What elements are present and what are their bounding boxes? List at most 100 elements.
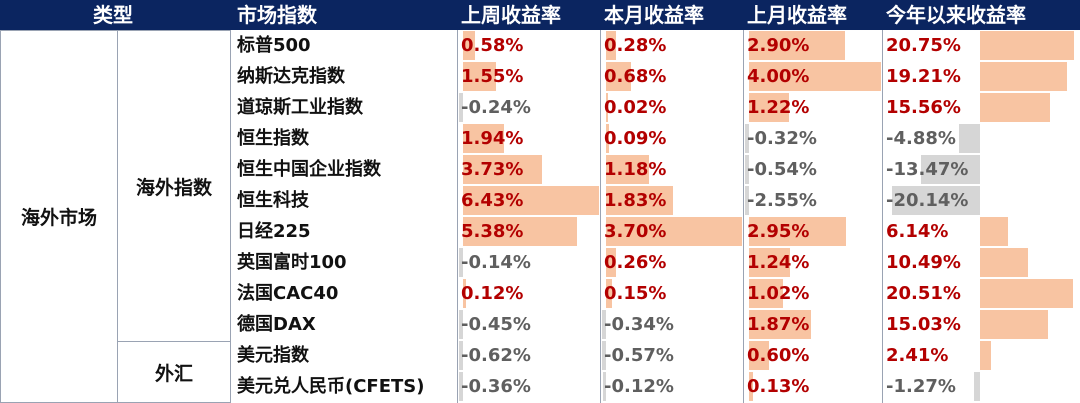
- data-bar-ytd: [980, 310, 1049, 339]
- header-last-month-return: 上月收益率: [747, 3, 847, 27]
- value-week: 0.12%: [461, 283, 524, 304]
- value-week: -0.14%: [461, 252, 531, 273]
- data-bar-month: [606, 248, 616, 277]
- data-bar-week: [459, 372, 463, 401]
- value-ytd: 6.14%: [886, 221, 949, 242]
- data-bar-ytd: [980, 248, 1028, 277]
- value-month: 0.68%: [604, 66, 667, 87]
- data-bar-ytd: [892, 186, 980, 215]
- header-week-return: 上周收益率: [461, 3, 561, 27]
- data-bar-week: [459, 93, 463, 122]
- data-bar-month: [606, 124, 610, 153]
- data-bar-last-month: [749, 248, 790, 277]
- data-bar-month: [602, 372, 606, 401]
- data-bar-month: [602, 310, 606, 339]
- value-month: 0.15%: [604, 283, 667, 304]
- data-bar-last-month: [749, 93, 790, 122]
- value-last-month: 0.60%: [747, 345, 810, 366]
- value-month: 0.26%: [604, 252, 667, 273]
- row-name: 纳斯达克指数: [237, 66, 345, 87]
- data-bar-last-month: [749, 62, 881, 91]
- category-overseas-market: 海外市场: [0, 30, 118, 403]
- value-week: -0.45%: [461, 314, 531, 335]
- row-name: 标普500: [237, 35, 311, 56]
- row-name: 日经225: [237, 221, 311, 242]
- value-month: -0.34%: [604, 314, 674, 335]
- value-last-month: 2.95%: [747, 221, 810, 242]
- value-ytd: 19.21%: [886, 66, 961, 87]
- header-type: 类型: [93, 3, 133, 27]
- value-week: 6.43%: [461, 190, 524, 211]
- data-bar-last-month: [749, 372, 754, 401]
- value-last-month: 0.13%: [747, 376, 810, 397]
- value-week: 1.55%: [461, 66, 524, 87]
- category-overseas-market-label: 海外市场: [20, 207, 97, 229]
- value-last-month: -0.32%: [747, 128, 817, 149]
- row-name: 英国富时100: [237, 252, 347, 273]
- value-week: -0.36%: [461, 376, 531, 397]
- data-bar-week: [463, 124, 505, 153]
- data-bar-week: [463, 155, 542, 184]
- value-ytd: -20.14%: [886, 190, 969, 211]
- value-week: 5.38%: [461, 221, 524, 242]
- data-bar-ytd: [980, 341, 991, 370]
- value-ytd: 15.56%: [886, 97, 961, 118]
- value-last-month: -2.55%: [747, 190, 817, 211]
- row-name: 恒生科技: [237, 190, 309, 211]
- data-bar-month: [606, 93, 608, 122]
- value-month: 0.02%: [604, 97, 667, 118]
- divider-month: [600, 30, 601, 403]
- value-month: -0.57%: [604, 345, 674, 366]
- data-bar-ytd: [980, 62, 1068, 91]
- row-name: 美元兑人民币(CFETS): [237, 376, 425, 397]
- data-bar-ytd: [980, 279, 1073, 308]
- data-bar-month: [606, 279, 612, 308]
- value-last-month: 1.22%: [747, 97, 810, 118]
- data-bar-week: [463, 62, 496, 91]
- value-ytd: 15.03%: [886, 314, 961, 335]
- data-bar-ytd: [958, 124, 980, 153]
- data-bar-last-month: [745, 124, 749, 153]
- value-last-month: 1.87%: [747, 314, 810, 335]
- data-bar-week: [463, 31, 476, 60]
- divider-ytd: [882, 30, 883, 403]
- value-ytd: 20.51%: [886, 283, 961, 304]
- value-week: 0.58%: [461, 35, 524, 56]
- data-bar-ytd: [980, 31, 1074, 60]
- row-name: 恒生中国企业指数: [237, 159, 381, 180]
- data-bar-ytd: [974, 372, 980, 401]
- divider-last-month: [743, 30, 744, 403]
- data-bar-last-month: [749, 341, 769, 370]
- value-month: 3.70%: [604, 221, 667, 242]
- value-ytd: -1.27%: [886, 376, 956, 397]
- value-last-month: -0.54%: [747, 159, 817, 180]
- header-index: 市场指数: [237, 3, 317, 27]
- data-bar-month: [606, 186, 674, 215]
- value-ytd: -4.88%: [886, 128, 956, 149]
- value-last-month: 2.90%: [747, 35, 810, 56]
- data-bar-ytd: [921, 155, 980, 184]
- value-month: 0.28%: [604, 35, 667, 56]
- data-bar-last-month: [745, 186, 749, 215]
- value-last-month: 1.24%: [747, 252, 810, 273]
- header-row: 类型 市场指数 上周收益率 本月收益率 上月收益率 今年以来收益率: [0, 0, 1080, 30]
- data-bar-week: [459, 248, 463, 277]
- data-bar-week: [459, 341, 463, 370]
- value-last-month: 4.00%: [747, 66, 810, 87]
- value-week: 1.94%: [461, 128, 524, 149]
- value-ytd: 10.49%: [886, 252, 961, 273]
- data-bar-last-month: [749, 31, 845, 60]
- category-overseas-index: 海外指数: [117, 30, 231, 342]
- data-bar-last-month: [749, 310, 811, 339]
- value-week: -0.24%: [461, 97, 531, 118]
- data-bar-month: [606, 217, 742, 246]
- data-bar-last-month: [749, 217, 847, 246]
- category-overseas-index-label: 海外指数: [135, 176, 212, 199]
- row-name: 美元指数: [237, 345, 309, 366]
- data-bar-month: [606, 31, 617, 60]
- row-name: 恒生指数: [237, 128, 309, 149]
- value-month: 1.83%: [604, 190, 667, 211]
- value-month: 1.18%: [604, 159, 667, 180]
- value-month: -0.12%: [604, 376, 674, 397]
- data-bar-week: [459, 310, 463, 339]
